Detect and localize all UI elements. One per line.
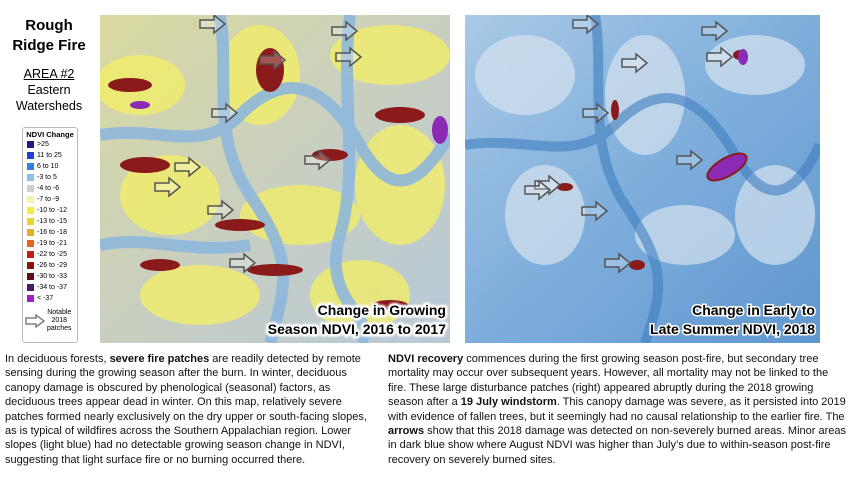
bold-text: NDVI recovery (388, 353, 464, 365)
legend-item: -30 to -33 (23, 271, 77, 282)
legend-items: >25 11 to 25 6 to 10 -3 to 5 -4 to -6 -7 to -… (23, 139, 77, 304)
text: show that this 2018 damage was detected … (388, 425, 846, 466)
map-arrow (524, 179, 552, 201)
map-arrow (676, 149, 704, 171)
legend-swatch (27, 207, 34, 214)
title: Rough Ridge Fire (0, 16, 98, 56)
legend-item: -4 to -6 (23, 183, 77, 194)
legend-item: -34 to -37 (23, 282, 77, 293)
legend-swatch (27, 240, 34, 247)
legend-item: -13 to -15 (23, 216, 77, 227)
text: commences during the first growing seaso… (388, 353, 829, 409)
legend-label: -16 to -18 (37, 229, 67, 236)
legend-swatch (27, 251, 34, 258)
map-caption: Late Summer NDVI, 2018 (650, 321, 815, 337)
text: . This canopy damage was severe, as it p… (388, 396, 846, 423)
legend-item: -26 to -29 (23, 260, 77, 271)
map-2017: Change in Growing Season NDVI, 2016 to 2… (100, 15, 450, 343)
map-arrow (331, 20, 359, 42)
map-arrow (211, 102, 239, 124)
arrow-icon (25, 314, 45, 328)
map-arrow (604, 252, 632, 274)
map-arrow (304, 149, 332, 171)
legend-swatch (27, 196, 34, 203)
map-arrow (534, 174, 562, 196)
legend-label: -4 to -6 (37, 185, 60, 192)
map-caption: Change in Growing (318, 302, 446, 318)
legend-item: 6 to 10 (23, 161, 77, 172)
map-arrow (701, 20, 729, 42)
legend-label: < -37 (37, 295, 54, 302)
map-arrow (154, 176, 182, 198)
legend-swatch (27, 284, 34, 291)
note-line: patches (47, 325, 72, 332)
text: are readily detected by remote sensing d… (5, 353, 367, 466)
legend-item: -22 to -25 (23, 249, 77, 260)
map-arrow (621, 52, 649, 74)
map-caption: Season NDVI, 2016 to 2017 (268, 321, 446, 337)
legend-label: >25 (37, 141, 49, 148)
map-arrow (174, 156, 202, 178)
area-line: Watersheds (15, 99, 83, 113)
legend-swatch (27, 152, 34, 159)
legend-label: -30 to -33 (37, 273, 67, 280)
paragraph: In deciduous forests, severe fire patche… (5, 352, 367, 467)
legend-swatch (27, 185, 34, 192)
legend-label: -7 to -9 (37, 196, 60, 203)
map-arrow (582, 102, 610, 124)
map-arrow (229, 252, 257, 274)
legend-item: < -37 (23, 293, 77, 304)
map-arrow (199, 15, 227, 35)
map-caption: Change in Early to (692, 302, 815, 318)
legend-label: -10 to -12 (37, 207, 67, 214)
legend-swatch (27, 295, 34, 302)
map-arrow (581, 200, 609, 222)
area-line: Eastern (27, 83, 71, 97)
legend-item: -7 to -9 (23, 194, 77, 205)
legend-item: >25 (23, 139, 77, 150)
text: In deciduous forests, (5, 353, 110, 365)
area-name: AREA #2 (23, 67, 75, 81)
legend-swatch (27, 174, 34, 181)
map-2018: Change in Early to Late Summer NDVI, 201… (465, 15, 820, 343)
map-arrow (572, 15, 600, 35)
bold-text: 19 July windstorm (460, 396, 557, 409)
legend-label: 6 to 10 (37, 163, 59, 170)
legend-title: NDVI Change (26, 130, 74, 139)
bold-text: severe fire patches (109, 353, 210, 365)
legend-item: -10 to -12 (23, 205, 77, 216)
legend-label: -3 to 5 (37, 174, 57, 181)
area-label: AREA #2 Eastern Watersheds (0, 66, 98, 114)
legend: NDVI Change >25 11 to 25 6 to 10 -3 to 5 -4 … (22, 127, 78, 343)
legend-swatch (27, 141, 34, 148)
legend-swatch (27, 163, 34, 170)
paragraph: NDVI recovery commences during the first… (388, 352, 848, 467)
legend-label: -26 to -29 (37, 262, 67, 269)
legend-swatch (27, 229, 34, 236)
title-line: Ridge Fire (12, 37, 86, 54)
legend-label: -13 to -15 (37, 218, 67, 225)
title-line: Rough (25, 17, 73, 34)
note-line: 2018 (51, 317, 68, 324)
legend-item: -16 to -18 (23, 227, 77, 238)
legend-label: -19 to -21 (37, 240, 67, 247)
legend-label: -22 to -25 (37, 251, 67, 258)
note-line: Notable (47, 309, 72, 316)
legend-label: 11 to 25 (37, 152, 62, 159)
legend-note-text: Notable 2018 patches (47, 309, 72, 333)
legend-item: 11 to 25 (23, 150, 77, 161)
legend-item: -3 to 5 (23, 172, 77, 183)
legend-swatch (27, 262, 34, 269)
map-arrow (335, 46, 363, 68)
map-arrow (207, 199, 235, 221)
bold-text: arrows (388, 425, 425, 438)
legend-item: -19 to -21 (23, 238, 77, 249)
legend-note: Notable 2018 patches (23, 309, 77, 333)
legend-swatch (27, 218, 34, 225)
map-arrow (259, 49, 287, 71)
legend-label: -34 to -37 (37, 284, 67, 291)
legend-swatch (27, 273, 34, 280)
map-arrow (706, 46, 734, 68)
